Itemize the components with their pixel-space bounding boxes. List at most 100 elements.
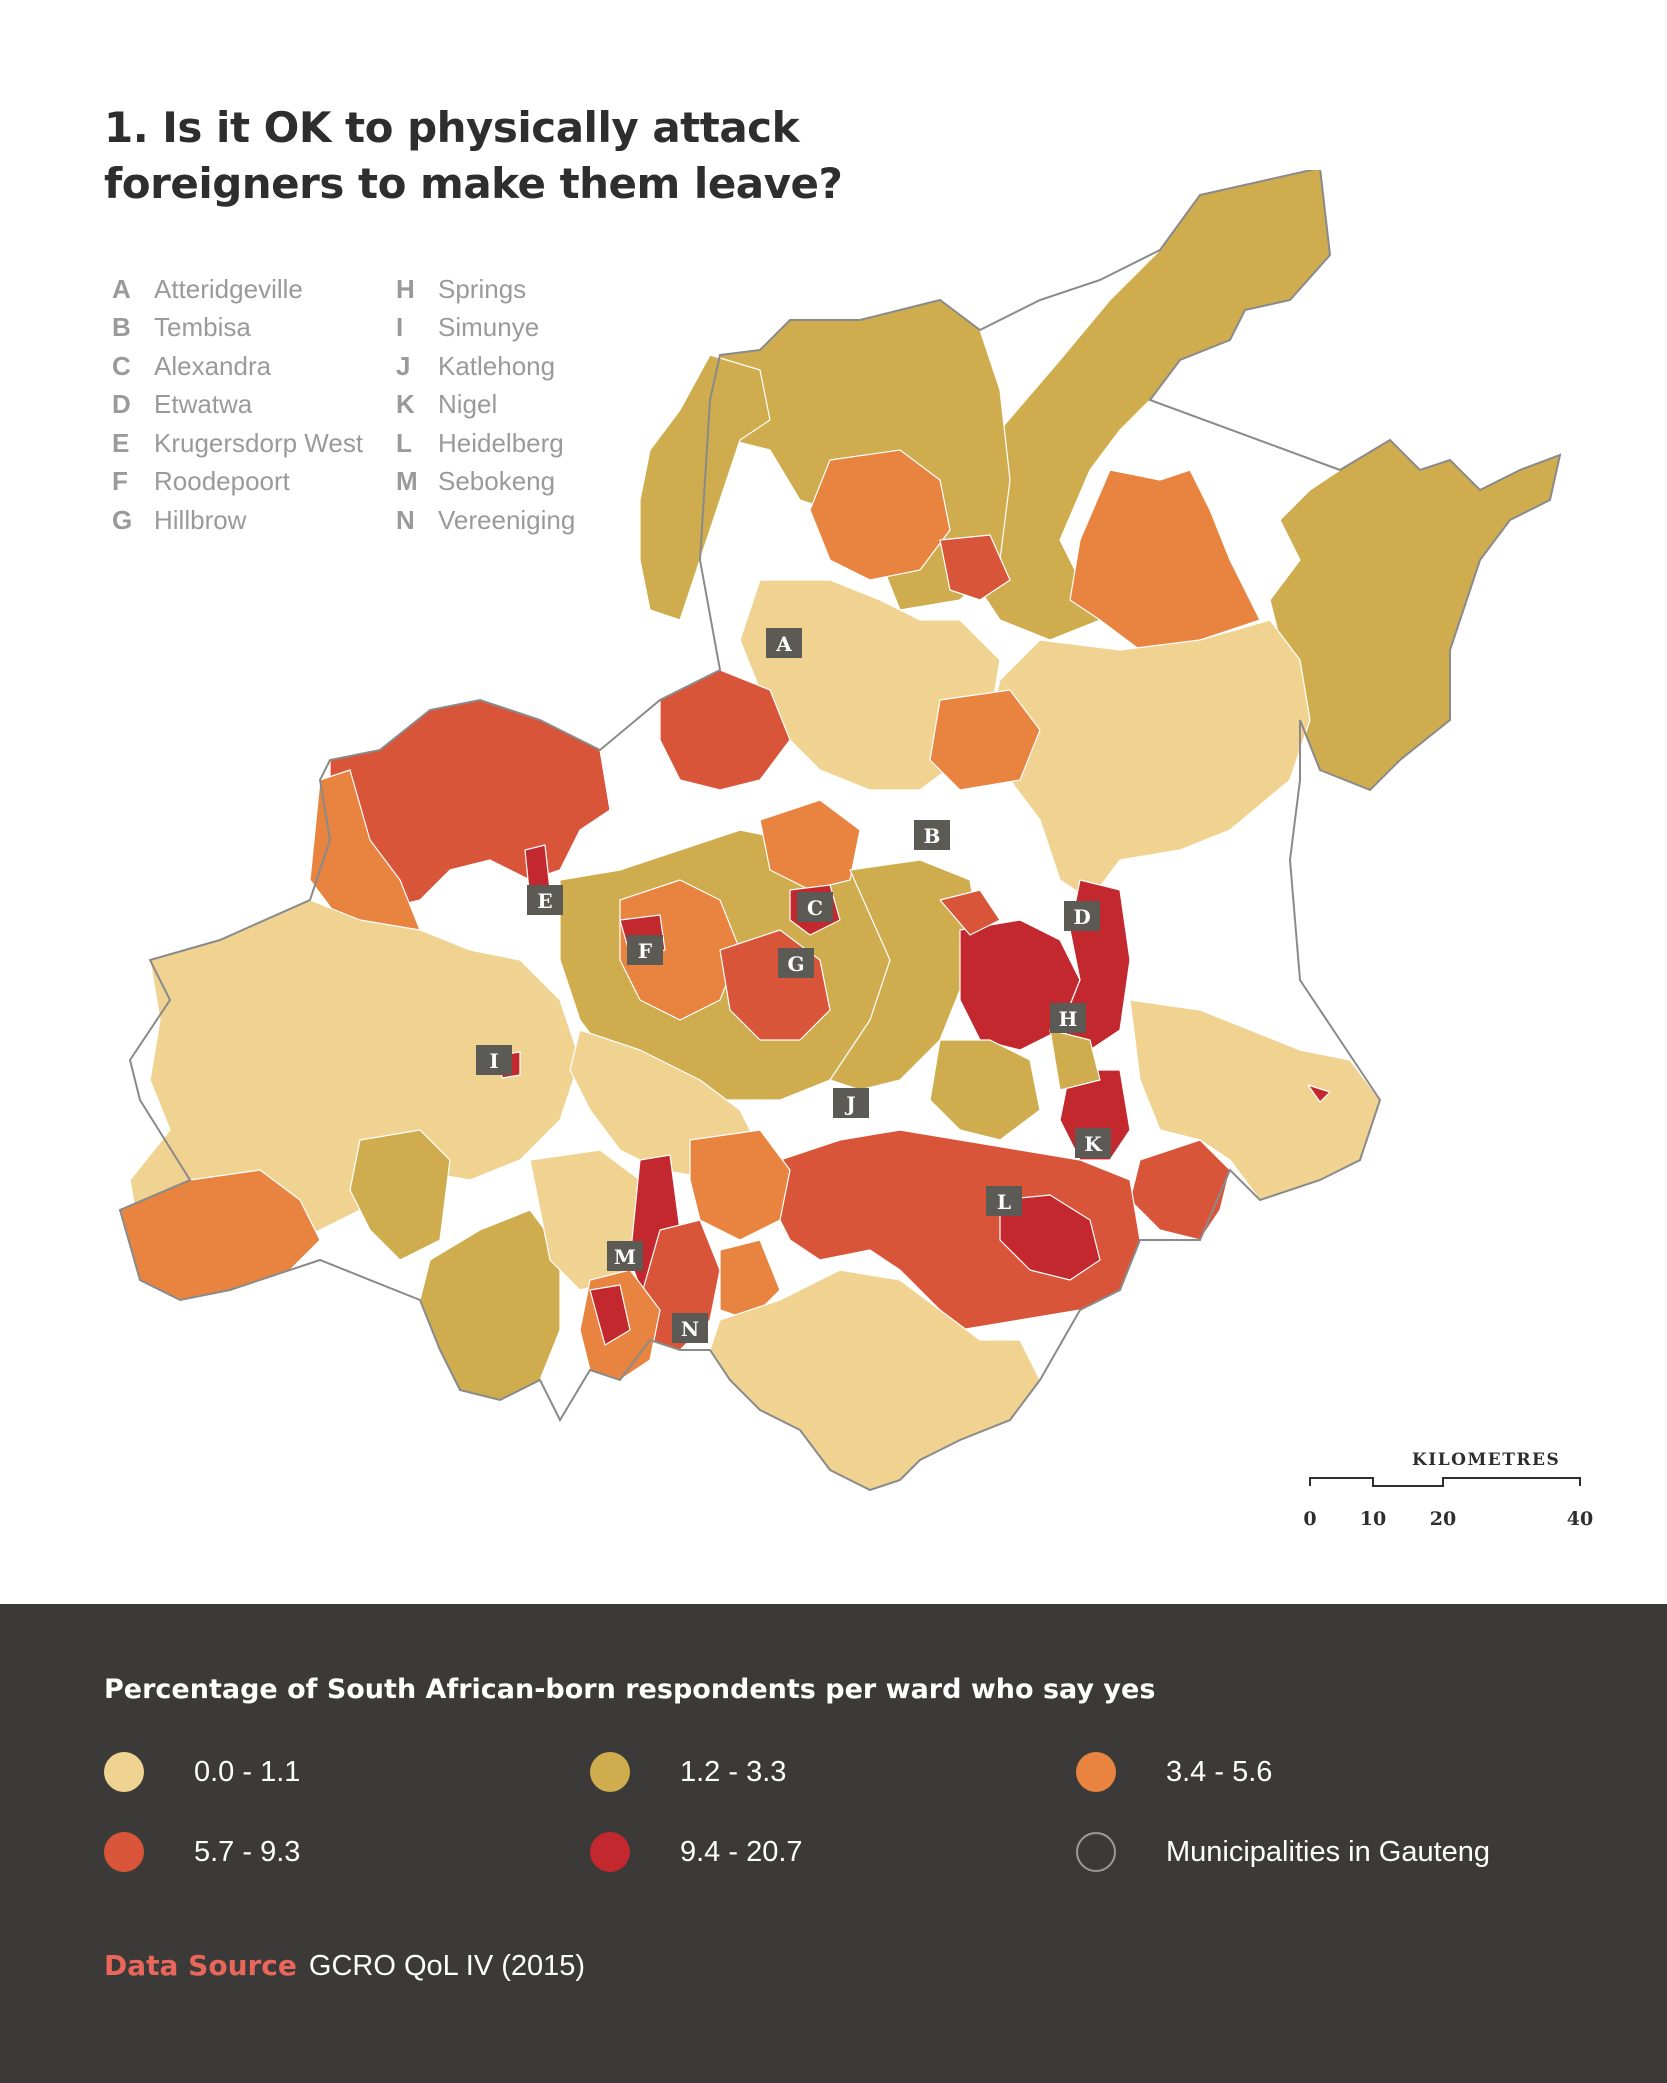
key-entry: G Hillbrow <box>112 501 363 540</box>
svg-text:M: M <box>614 1245 636 1269</box>
place-marker: D <box>1064 901 1100 931</box>
ward-region <box>829 859 981 1091</box>
key-entry: K Nigel <box>396 386 575 425</box>
scale-tick-label: 20 <box>1429 1508 1457 1530</box>
key-letter: D <box>112 389 131 420</box>
ward-region <box>619 879 741 1021</box>
svg-text:G: G <box>787 952 804 976</box>
key-entry: N Vereeniging <box>396 501 575 540</box>
ward-region <box>759 799 861 891</box>
key-entry: F Roodepoort <box>112 463 363 502</box>
svg-text:D: D <box>1073 905 1090 929</box>
legend-item: Municipalities in Gauteng <box>1076 1832 1490 1872</box>
svg-text:H: H <box>1059 1007 1078 1031</box>
ward-region <box>999 1194 1101 1281</box>
svg-text:F: F <box>638 939 652 963</box>
legend-item: 9.4 - 20.7 <box>590 1832 803 1872</box>
key-place-name: Hillbrow <box>154 504 247 535</box>
key-letter: N <box>396 504 415 535</box>
ward-region <box>689 1129 791 1241</box>
legend-swatch <box>104 1752 144 1792</box>
place-marker: F <box>627 935 663 965</box>
legend-swatch <box>1076 1752 1116 1792</box>
scale-title: KILOMETRES <box>1412 1450 1561 1470</box>
key-letter: I <box>396 312 404 343</box>
legend-swatch <box>590 1832 630 1872</box>
place-key-right: H Springs I Simunye J Katlehong K Nigel L Hei… <box>396 270 575 540</box>
place-marker: A <box>766 628 802 658</box>
scale-bar-graphic <box>1309 1477 1581 1487</box>
key-letter: G <box>112 504 133 535</box>
svg-text:A: A <box>775 632 792 656</box>
key-place-name: Springs <box>438 273 527 304</box>
source-value: GCRO QoL IV (2015) <box>308 1950 586 1982</box>
place-marker: E <box>527 885 563 915</box>
key-letter: L <box>396 427 412 458</box>
legend-label: 9.4 - 20.7 <box>680 1835 803 1868</box>
key-entry: B Tembisa <box>112 309 363 348</box>
key-place-name: Nigel <box>438 389 498 420</box>
place-marker: B <box>914 820 950 850</box>
ward-region <box>1307 1084 1331 1103</box>
key-place-name: Alexandra <box>154 350 272 381</box>
svg-text:C: C <box>807 896 823 920</box>
ward-region <box>939 534 1011 601</box>
place-marker: H <box>1050 1003 1086 1033</box>
ward-region <box>929 1039 1041 1141</box>
ward-region <box>989 619 1311 901</box>
key-letter: B <box>112 312 131 343</box>
svg-text:B: B <box>924 824 941 848</box>
province-outline <box>118 170 1562 1492</box>
ward-region <box>659 669 791 791</box>
key-entry: A Atteridgeville <box>112 270 363 309</box>
key-letter: F <box>112 466 128 497</box>
svg-text:L: L <box>997 1190 1011 1214</box>
scale-tick-label: 40 <box>1566 1508 1594 1530</box>
legend-label: 1.2 - 3.3 <box>680 1755 787 1788</box>
place-marker: C <box>797 892 833 922</box>
key-place-name: Simunye <box>438 312 540 343</box>
legend-item: 3.4 - 5.6 <box>1076 1752 1272 1792</box>
legend-swatch <box>104 1832 144 1872</box>
key-place-name: Tembisa <box>154 312 251 343</box>
legend-item: 5.7 - 9.3 <box>104 1832 300 1872</box>
legend-title: Percentage of South African-born respond… <box>104 1674 1156 1705</box>
key-place-name: Atteridgeville <box>154 273 303 304</box>
place-marker: M <box>607 1241 643 1271</box>
ward-region <box>1129 1139 1231 1241</box>
key-place-name: Sebokeng <box>438 466 556 497</box>
ward-region <box>1069 469 1261 651</box>
place-marker: I <box>476 1045 512 1075</box>
svg-text:I: I <box>489 1049 498 1073</box>
svg-text:J: J <box>844 1092 855 1116</box>
legend-label: 5.7 - 9.3 <box>194 1835 301 1868</box>
map-title: 1. Is it OK to physically attack foreign… <box>104 103 843 208</box>
legend-label: 0.0 - 1.1 <box>194 1755 301 1788</box>
key-entry: E Krugersdorp West <box>112 424 363 463</box>
ward-region <box>939 889 1001 936</box>
key-entry: J Katlehong <box>396 347 575 386</box>
key-place-name: Roodepoort <box>154 466 290 497</box>
legend-swatch <box>590 1752 630 1792</box>
data-source: Data Source GCRO QoL IV (2015) <box>104 1949 585 1983</box>
place-marker: L <box>986 1186 1022 1216</box>
place-marker: G <box>778 948 814 978</box>
ward-region <box>1269 439 1561 791</box>
key-entry: C Alexandra <box>112 347 363 386</box>
key-letter: M <box>396 466 418 497</box>
key-entry: L Heidelberg <box>396 424 575 463</box>
scale-bar: KILOMETRES 0 10 20 40 <box>1300 1450 1594 1540</box>
key-letter: K <box>396 389 415 420</box>
key-place-name: Vereeniging <box>438 504 576 535</box>
place-key-left: A Atteridgeville B Tembisa C Alexandra D Etw… <box>112 270 363 540</box>
gauteng-ward-map: A B C D E F G H I J K L M N <box>118 170 1562 1492</box>
legend-label: Municipalities in Gauteng <box>1166 1835 1491 1868</box>
legend-item: 0.0 - 1.1 <box>104 1752 300 1792</box>
key-letter: E <box>112 427 130 458</box>
place-marker: K <box>1075 1128 1111 1158</box>
legend-item: 1.2 - 3.3 <box>590 1752 786 1792</box>
place-marker: N <box>672 1313 708 1343</box>
ward-region <box>589 1284 631 1346</box>
ward-region <box>349 1129 451 1261</box>
key-place-name: Heidelberg <box>438 427 564 458</box>
